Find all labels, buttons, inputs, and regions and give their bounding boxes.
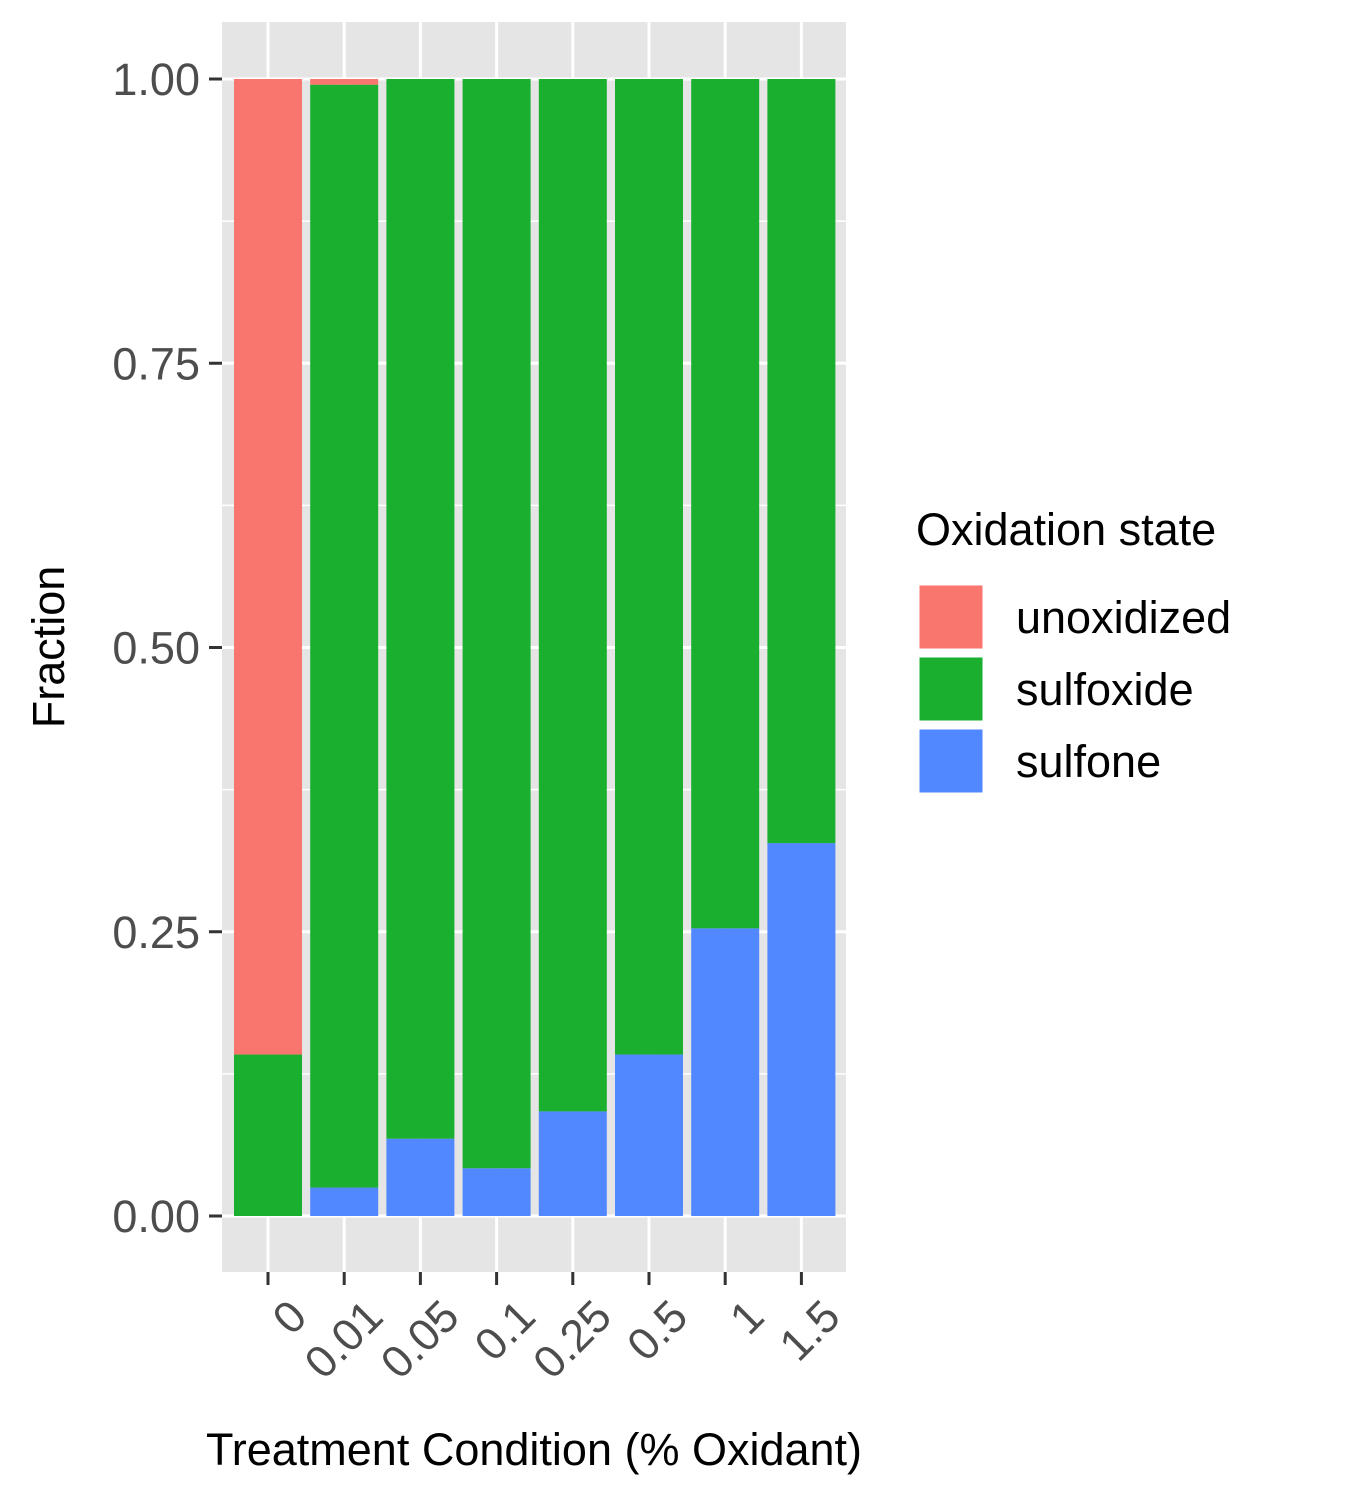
legend-swatch-sulfone xyxy=(916,726,986,796)
bar-segment-sulfone-0.1 xyxy=(462,1168,531,1216)
bar-segment-sulfone-1.5 xyxy=(767,843,836,1216)
x-tick-label: 0.05 xyxy=(371,1290,469,1388)
bar-segment-sulfoxide-0.05 xyxy=(386,79,455,1139)
bar-segment-unoxidized-0.01 xyxy=(310,79,379,85)
y-tick-label: 0.25 xyxy=(112,907,200,958)
x-axis: 00.010.050.10.250.5 11.5 xyxy=(262,1272,850,1388)
x-tick-label: 0.5 xyxy=(617,1290,697,1370)
legend-swatch-unoxidized xyxy=(916,582,986,652)
bar-segment-sulfone-0.5 xyxy=(615,1054,683,1216)
bar-segment-sulfone-0.25 xyxy=(538,1111,607,1216)
legend-swatch-sulfoxide xyxy=(916,654,986,724)
legend-title: Oxidation state xyxy=(916,504,1216,555)
legend-label-sulfone: sulfone xyxy=(1016,736,1161,787)
bar-segment-sulfoxide-0.01 xyxy=(310,84,379,1188)
bar-segment-sulfoxide-1 xyxy=(691,79,760,929)
bar-segment-sulfoxide-0.5 xyxy=(615,79,683,1055)
bar-segment-sulfone-0.01 xyxy=(310,1187,379,1216)
x-tick-label: 1 xyxy=(720,1290,774,1344)
x-tick-label: 0.25 xyxy=(523,1290,621,1388)
bar-segment-sulfoxide-0.1 xyxy=(462,79,531,1169)
x-tick-label: 0 xyxy=(262,1290,316,1344)
x-tick-label: 1.5 xyxy=(769,1290,849,1370)
legend-items: unoxidized sulfoxide sulfone xyxy=(916,582,1231,796)
y-tick-label: 1.00 xyxy=(112,54,200,105)
legend-label-unoxidized: unoxidized xyxy=(1016,592,1231,643)
y-axis: 0.00 0.25 0.50 0.75 1.00 xyxy=(112,54,222,1242)
y-tick-label: 0.50 xyxy=(112,623,200,674)
x-axis-title: Treatment Condition (% Oxidant) xyxy=(206,1424,862,1475)
bar-stacks xyxy=(234,79,836,1216)
bar-segment-sulfone-1 xyxy=(691,928,760,1216)
bar-segment-sulfone-0.05 xyxy=(386,1138,455,1216)
y-tick-label: 0.00 xyxy=(112,1191,200,1242)
bar-segment-sulfoxide-1.5 xyxy=(767,79,836,844)
legend: Oxidation state unoxidized sulfoxide sulfo… xyxy=(916,504,1231,796)
bar-segment-sulfoxide-0 xyxy=(234,1054,302,1216)
bar-segment-sulfoxide-0.25 xyxy=(538,79,607,1112)
y-tick-label: 0.75 xyxy=(112,338,200,389)
legend-label-sulfoxide: sulfoxide xyxy=(1016,664,1194,715)
y-axis-title: Fraction xyxy=(23,566,74,729)
x-tick-label: 0.01 xyxy=(294,1290,392,1388)
bar-segment-unoxidized-0 xyxy=(234,79,302,1055)
